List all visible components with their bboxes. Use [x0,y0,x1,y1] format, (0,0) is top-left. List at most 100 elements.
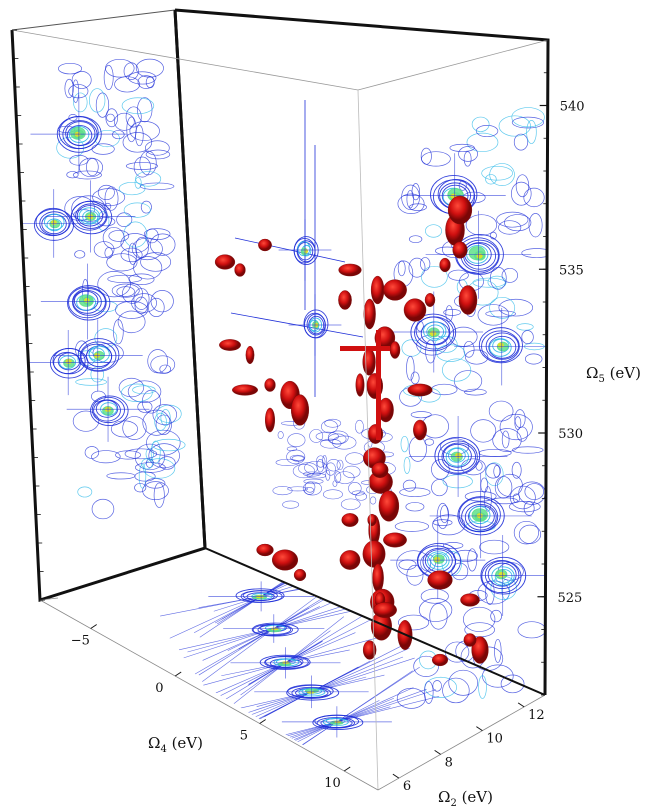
omega2-axis-title: Ω2 (eV) [438,788,493,808]
right-wall-contour [402,479,417,492]
left-wall-contour [104,186,119,211]
left-wall-contour [120,233,150,254]
left-wall-contour [135,58,164,78]
left-wall-contour [117,310,146,334]
left-wall-contour [106,253,138,272]
right-wall-contour [458,146,478,162]
right-wall-contour [498,115,531,137]
isosurface-blob [407,383,433,397]
right-wall-contour [482,664,514,688]
left-wall-contour [139,182,175,191]
isosurface-blob [245,345,255,365]
isosurface-blob [427,570,453,590]
right-wall-contour [511,461,522,479]
left-wall-contour [93,241,115,258]
right-wall-contour [464,388,487,396]
isosurface-blob [338,263,362,277]
omega4-tick [174,671,182,677]
right-wall-contour [485,174,497,185]
right-wall-contour [485,463,501,479]
omega2-omega5-projection [384,107,548,709]
isosurface-blob [264,378,276,392]
right-wall-contour [432,519,453,526]
isosurface-blob [378,490,400,522]
right-wall-contour [485,462,504,487]
interior-contour [336,459,344,471]
right-wall-contour [464,349,489,365]
right-wall-contour [394,520,429,532]
left-wall-contour [132,385,156,395]
right-wall-contour [425,224,443,238]
left-wall-contour [112,130,125,140]
right-wall-contour [421,151,451,167]
left-wall-contour [72,410,100,432]
right-wall-contour [523,187,545,208]
left-wall-peak [12,189,97,258]
left-wall-contour [141,458,153,470]
left-wall-peak [30,94,128,174]
interior-contour [332,435,357,450]
interior-contours [230,100,396,510]
right-wall-contour [431,479,448,497]
omega4-axis-title: Ω4 (eV) [148,734,203,755]
left-wall-contour [145,228,159,244]
right-wall-contour [500,674,525,694]
right-wall-contour [477,304,510,326]
right-wall-contour [431,459,450,480]
left-wall-contour [123,221,148,248]
left-wall-contour [131,237,163,261]
left-wall-contour [106,113,115,122]
left-wall-contour [127,380,162,403]
left-wall-contour [97,184,115,201]
isosurface-blob [341,513,359,527]
left-wall-contour [64,196,96,221]
isosurface-blob [452,241,468,259]
left-wall-peak [26,330,110,396]
right-wall-contour [489,163,515,186]
isosurface-blob [383,532,407,548]
left-wall-contour [133,288,150,310]
left-wall-contour [124,448,158,460]
omega2-tick-label: 6 [403,779,411,794]
right-wall-contour [424,676,457,698]
left-wall-contour [122,283,143,304]
left-wall-contour [106,472,136,480]
isosurface-blob [291,394,309,426]
right-wall-contour [398,559,417,570]
right-wall-contour [512,446,544,454]
isosurface-blob [424,293,436,307]
isosurface-blob [463,633,477,647]
left-wall-contour [102,227,125,249]
interior-contour [303,471,321,477]
left-wall-contour [64,78,74,99]
left-wall-contour [122,416,147,440]
right-wall-contour [442,474,473,489]
right-wall-contour [481,165,513,181]
isosurface-blob [447,195,473,225]
right-wall-contour [405,502,425,512]
right-wall-contour [492,428,522,452]
omega2-tick-label: 8 [445,755,453,770]
right-wall-contour [485,310,516,318]
interior-contour [355,492,368,501]
left-wall-contour [116,286,135,297]
left-wall-contour [104,202,112,210]
right-wall-contour [524,353,543,365]
floor-peak [179,575,369,682]
right-wall-contour [462,606,496,632]
left-wall-contour [142,481,169,501]
interior-contour [287,486,309,492]
right-wall-contour [511,116,545,129]
left-wall-contour [140,200,152,214]
left-wall-contour [77,486,93,498]
isosurface-blob [383,279,407,301]
right-wall-contour [521,248,548,258]
left-wall-contour [135,171,162,187]
interior-contour [316,459,325,473]
right-wall-contour [432,680,442,692]
left-wall-contour [75,378,107,386]
right-wall-contour [410,371,420,385]
right-wall-contour [478,675,487,699]
right-wall-contour [499,413,533,441]
omega4-tick [259,719,266,724]
